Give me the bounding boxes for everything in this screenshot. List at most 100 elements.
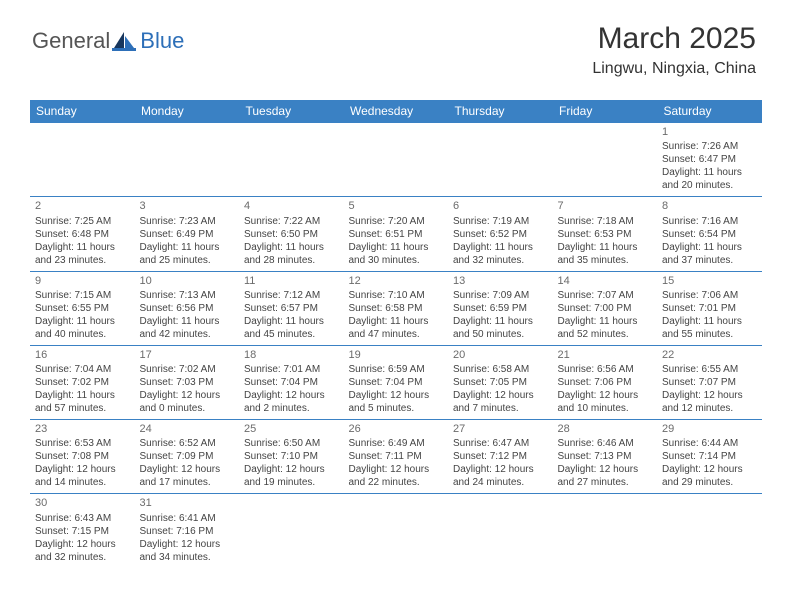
calendar-day-cell: 10Sunrise: 7:13 AMSunset: 6:56 PMDayligh… xyxy=(135,271,240,345)
day-number: 21 xyxy=(558,348,653,362)
sunrise-line: Sunrise: 6:55 AM xyxy=(662,363,757,376)
logo-text-1: General xyxy=(32,28,110,54)
daylight-line: Daylight: 11 hours and 55 minutes. xyxy=(662,315,757,341)
weekday-header-row: Sunday Monday Tuesday Wednesday Thursday… xyxy=(30,100,762,123)
calendar-day-cell: 26Sunrise: 6:49 AMSunset: 7:11 PMDayligh… xyxy=(344,420,449,494)
calendar-day-cell: 29Sunrise: 6:44 AMSunset: 7:14 PMDayligh… xyxy=(657,420,762,494)
sunset-line: Sunset: 7:15 PM xyxy=(35,525,130,538)
daylight-line: Daylight: 11 hours and 42 minutes. xyxy=(140,315,235,341)
daylight-line: Daylight: 11 hours and 57 minutes. xyxy=(35,389,130,415)
daylight-line: Daylight: 11 hours and 25 minutes. xyxy=(140,241,235,267)
daylight-line: Daylight: 11 hours and 52 minutes. xyxy=(558,315,653,341)
sunset-line: Sunset: 6:52 PM xyxy=(453,228,548,241)
day-number: 7 xyxy=(558,199,653,213)
sunrise-line: Sunrise: 6:44 AM xyxy=(662,437,757,450)
calendar-day-cell: 27Sunrise: 6:47 AMSunset: 7:12 PMDayligh… xyxy=(448,420,553,494)
sunrise-line: Sunrise: 7:25 AM xyxy=(35,215,130,228)
sunrise-line: Sunrise: 7:15 AM xyxy=(35,289,130,302)
calendar-day-cell: 13Sunrise: 7:09 AMSunset: 6:59 PMDayligh… xyxy=(448,271,553,345)
sunset-line: Sunset: 6:56 PM xyxy=(140,302,235,315)
day-number: 24 xyxy=(140,422,235,436)
daylight-line: Daylight: 12 hours and 12 minutes. xyxy=(662,389,757,415)
calendar-table: Sunday Monday Tuesday Wednesday Thursday… xyxy=(30,100,762,568)
month-title: March 2025 xyxy=(592,22,756,56)
day-number: 5 xyxy=(349,199,444,213)
calendar-day-cell: 6Sunrise: 7:19 AMSunset: 6:52 PMDaylight… xyxy=(448,197,553,271)
sunrise-line: Sunrise: 6:46 AM xyxy=(558,437,653,450)
day-number: 25 xyxy=(244,422,339,436)
day-number: 8 xyxy=(662,199,757,213)
sunset-line: Sunset: 7:05 PM xyxy=(453,376,548,389)
weekday-header: Wednesday xyxy=(344,100,449,123)
day-number: 15 xyxy=(662,274,757,288)
daylight-line: Daylight: 11 hours and 45 minutes. xyxy=(244,315,339,341)
sunrise-line: Sunrise: 6:50 AM xyxy=(244,437,339,450)
sunset-line: Sunset: 7:13 PM xyxy=(558,450,653,463)
daylight-line: Daylight: 12 hours and 29 minutes. xyxy=(662,463,757,489)
daylight-line: Daylight: 12 hours and 14 minutes. xyxy=(35,463,130,489)
day-number: 22 xyxy=(662,348,757,362)
daylight-line: Daylight: 11 hours and 28 minutes. xyxy=(244,241,339,267)
sunset-line: Sunset: 7:03 PM xyxy=(140,376,235,389)
day-number: 11 xyxy=(244,274,339,288)
day-number: 13 xyxy=(453,274,548,288)
header: March 2025 Lingwu, Ningxia, China xyxy=(592,22,756,78)
daylight-line: Daylight: 12 hours and 10 minutes. xyxy=(558,389,653,415)
calendar-day-cell: 8Sunrise: 7:16 AMSunset: 6:54 PMDaylight… xyxy=(657,197,762,271)
sunset-line: Sunset: 7:02 PM xyxy=(35,376,130,389)
calendar-day-cell: 11Sunrise: 7:12 AMSunset: 6:57 PMDayligh… xyxy=(239,271,344,345)
sunrise-line: Sunrise: 7:23 AM xyxy=(140,215,235,228)
calendar-week-row: 16Sunrise: 7:04 AMSunset: 7:02 PMDayligh… xyxy=(30,345,762,419)
calendar-day-cell xyxy=(30,123,135,197)
daylight-line: Daylight: 12 hours and 5 minutes. xyxy=(349,389,444,415)
sunrise-line: Sunrise: 6:52 AM xyxy=(140,437,235,450)
daylight-line: Daylight: 12 hours and 19 minutes. xyxy=(244,463,339,489)
calendar-day-cell: 23Sunrise: 6:53 AMSunset: 7:08 PMDayligh… xyxy=(30,420,135,494)
calendar-day-cell: 28Sunrise: 6:46 AMSunset: 7:13 PMDayligh… xyxy=(553,420,658,494)
sunrise-line: Sunrise: 6:59 AM xyxy=(349,363,444,376)
sunset-line: Sunset: 6:54 PM xyxy=(662,228,757,241)
day-number: 17 xyxy=(140,348,235,362)
calendar-day-cell: 16Sunrise: 7:04 AMSunset: 7:02 PMDayligh… xyxy=(30,345,135,419)
calendar-day-cell xyxy=(344,123,449,197)
sunset-line: Sunset: 7:08 PM xyxy=(35,450,130,463)
daylight-line: Daylight: 11 hours and 23 minutes. xyxy=(35,241,130,267)
logo: General Blue xyxy=(32,28,184,54)
calendar-day-cell: 20Sunrise: 6:58 AMSunset: 7:05 PMDayligh… xyxy=(448,345,553,419)
calendar-day-cell xyxy=(344,494,449,568)
calendar-day-cell: 12Sunrise: 7:10 AMSunset: 6:58 PMDayligh… xyxy=(344,271,449,345)
daylight-line: Daylight: 12 hours and 34 minutes. xyxy=(140,538,235,564)
sunset-line: Sunset: 6:50 PM xyxy=(244,228,339,241)
sunrise-line: Sunrise: 7:26 AM xyxy=(662,140,757,153)
calendar-day-cell xyxy=(448,123,553,197)
daylight-line: Daylight: 12 hours and 22 minutes. xyxy=(349,463,444,489)
daylight-line: Daylight: 12 hours and 24 minutes. xyxy=(453,463,548,489)
daylight-line: Daylight: 12 hours and 17 minutes. xyxy=(140,463,235,489)
weekday-header: Saturday xyxy=(657,100,762,123)
calendar-week-row: 1Sunrise: 7:26 AMSunset: 6:47 PMDaylight… xyxy=(30,123,762,197)
calendar-day-cell: 5Sunrise: 7:20 AMSunset: 6:51 PMDaylight… xyxy=(344,197,449,271)
sunrise-line: Sunrise: 6:43 AM xyxy=(35,512,130,525)
calendar-day-cell xyxy=(553,123,658,197)
sunset-line: Sunset: 6:59 PM xyxy=(453,302,548,315)
sunrise-line: Sunrise: 7:02 AM xyxy=(140,363,235,376)
day-number: 19 xyxy=(349,348,444,362)
day-number: 9 xyxy=(35,274,130,288)
calendar-day-cell xyxy=(239,123,344,197)
calendar-day-cell: 17Sunrise: 7:02 AMSunset: 7:03 PMDayligh… xyxy=(135,345,240,419)
sunrise-line: Sunrise: 6:41 AM xyxy=(140,512,235,525)
calendar-week-row: 9Sunrise: 7:15 AMSunset: 6:55 PMDaylight… xyxy=(30,271,762,345)
day-number: 2 xyxy=(35,199,130,213)
calendar-day-cell xyxy=(239,494,344,568)
sunrise-line: Sunrise: 6:58 AM xyxy=(453,363,548,376)
calendar-week-row: 2Sunrise: 7:25 AMSunset: 6:48 PMDaylight… xyxy=(30,197,762,271)
calendar-day-cell: 24Sunrise: 6:52 AMSunset: 7:09 PMDayligh… xyxy=(135,420,240,494)
sunrise-line: Sunrise: 6:49 AM xyxy=(349,437,444,450)
weekday-header: Sunday xyxy=(30,100,135,123)
day-number: 31 xyxy=(140,496,235,510)
day-number: 4 xyxy=(244,199,339,213)
day-number: 3 xyxy=(140,199,235,213)
daylight-line: Daylight: 12 hours and 2 minutes. xyxy=(244,389,339,415)
day-number: 18 xyxy=(244,348,339,362)
calendar-day-cell xyxy=(553,494,658,568)
